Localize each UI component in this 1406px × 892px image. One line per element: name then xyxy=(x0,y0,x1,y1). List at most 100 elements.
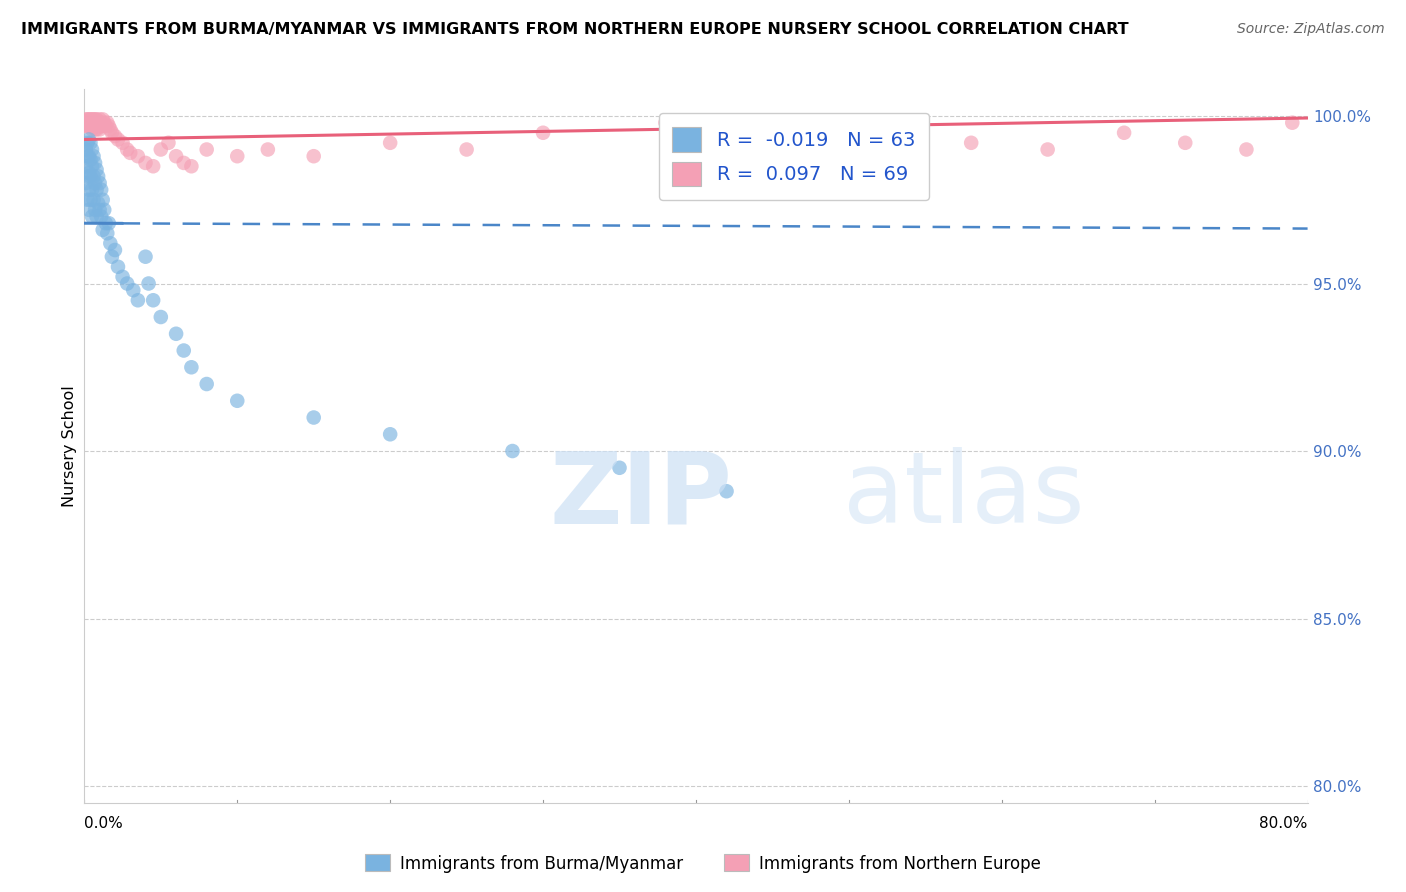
Point xyxy=(77,112,100,127)
Y-axis label: Nursery School: Nursery School xyxy=(62,385,77,507)
Point xyxy=(86,183,108,197)
Point xyxy=(165,326,187,341)
Legend: Immigrants from Burma/Myanmar, Immigrants from Northern Europe: Immigrants from Burma/Myanmar, Immigrant… xyxy=(359,847,1047,880)
Point xyxy=(89,112,111,127)
Point xyxy=(195,377,218,392)
Point xyxy=(79,116,101,130)
Point xyxy=(111,269,134,284)
Point xyxy=(77,166,100,180)
Point xyxy=(75,176,97,190)
Point xyxy=(89,176,111,190)
Point xyxy=(87,196,110,211)
Point xyxy=(195,143,218,157)
Point xyxy=(380,427,402,442)
Point xyxy=(502,444,524,458)
Point xyxy=(96,116,118,130)
Text: ZIP: ZIP xyxy=(550,448,733,544)
Point xyxy=(531,126,554,140)
Point xyxy=(149,143,172,157)
Point xyxy=(80,122,103,136)
Point xyxy=(101,250,124,264)
Point xyxy=(80,112,103,127)
Point xyxy=(84,156,107,170)
Point xyxy=(77,183,100,197)
Point xyxy=(91,112,114,127)
Point xyxy=(83,169,105,184)
Point xyxy=(180,159,202,173)
Point xyxy=(79,112,101,127)
Point xyxy=(97,119,120,133)
Point xyxy=(83,149,105,163)
Point xyxy=(1281,116,1303,130)
Point xyxy=(80,116,103,130)
Point xyxy=(75,143,97,157)
Point xyxy=(91,119,114,133)
Point xyxy=(86,122,108,136)
Point xyxy=(76,136,98,150)
Point xyxy=(104,243,127,257)
Point xyxy=(302,410,325,425)
Point xyxy=(83,116,105,130)
Point xyxy=(77,132,100,146)
Point xyxy=(120,145,142,160)
Point xyxy=(77,149,100,163)
Point xyxy=(80,119,103,133)
Point xyxy=(79,169,101,184)
Point xyxy=(89,122,111,136)
Point xyxy=(84,116,107,130)
Point xyxy=(76,149,98,163)
Point xyxy=(77,119,100,133)
Point xyxy=(135,156,157,170)
Point xyxy=(86,119,108,133)
Point xyxy=(869,129,891,144)
Point xyxy=(142,159,165,173)
Point xyxy=(75,116,97,130)
Point xyxy=(84,202,107,217)
Point xyxy=(609,460,631,475)
Point xyxy=(89,202,111,217)
Text: atlas: atlas xyxy=(842,448,1084,544)
Point xyxy=(98,122,121,136)
Point xyxy=(83,119,105,133)
Point xyxy=(94,216,117,230)
Point xyxy=(86,112,108,127)
Point xyxy=(138,277,160,291)
Point xyxy=(79,136,101,150)
Point xyxy=(84,112,107,127)
Point xyxy=(80,159,103,173)
Point xyxy=(90,119,112,133)
Point xyxy=(91,193,114,207)
Point xyxy=(97,216,120,230)
Point xyxy=(104,129,127,144)
Point xyxy=(380,136,402,150)
Point xyxy=(93,202,115,217)
Point xyxy=(75,119,97,133)
Point xyxy=(122,283,145,297)
Point xyxy=(90,210,112,224)
Point xyxy=(111,136,134,150)
Point xyxy=(80,143,103,157)
Point xyxy=(84,176,107,190)
Point xyxy=(716,484,738,499)
Point xyxy=(84,122,107,136)
Point xyxy=(89,119,111,133)
Point xyxy=(1236,143,1258,157)
Point xyxy=(107,132,129,146)
Point xyxy=(257,143,280,157)
Point xyxy=(165,149,187,163)
Point xyxy=(93,116,115,130)
Point xyxy=(149,310,172,324)
Point xyxy=(115,277,138,291)
Point xyxy=(761,122,783,136)
Point xyxy=(76,193,98,207)
Point xyxy=(456,143,478,157)
Point xyxy=(1036,143,1059,157)
Point xyxy=(157,136,180,150)
Point xyxy=(79,153,101,167)
Legend: R =  -0.019   N = 63, R =  0.097   N = 69: R = -0.019 N = 63, R = 0.097 N = 69 xyxy=(658,113,929,200)
Point xyxy=(83,193,105,207)
Point xyxy=(173,156,195,170)
Point xyxy=(79,193,101,207)
Text: 0.0%: 0.0% xyxy=(84,816,124,831)
Point xyxy=(91,223,114,237)
